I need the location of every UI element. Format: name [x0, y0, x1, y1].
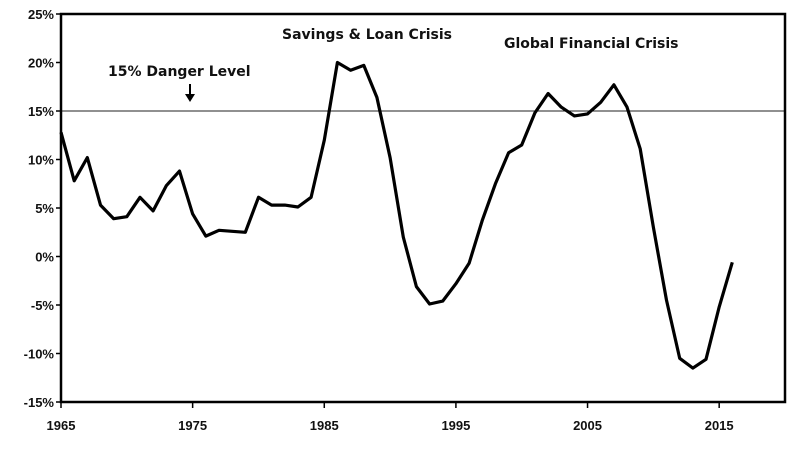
y-tick-label: 5%	[35, 201, 54, 216]
y-tick-label: 25%	[28, 7, 54, 22]
annotation-global-financial-crisis: Global Financial Crisis	[504, 36, 678, 52]
arrow-down-icon	[185, 84, 195, 102]
x-tick-label: 1975	[178, 418, 207, 433]
x-tick-label: 2005	[573, 418, 602, 433]
x-tick-label: 1965	[47, 418, 76, 433]
annotation-danger-level: 15% Danger Level	[108, 64, 251, 80]
x-axis: 1965 1975 1985 1995 2005 2015	[47, 402, 734, 433]
y-tick-label: 15%	[28, 104, 54, 119]
series-line	[59, 60, 734, 370]
y-tick-label: -5%	[31, 298, 55, 313]
x-tick-label: 1985	[310, 418, 339, 433]
x-tick-label: 1995	[441, 418, 470, 433]
y-axis: 25% 20% 15% 10% 5% 0% -5% -10% -15%	[24, 7, 61, 410]
plot-frame	[59, 12, 787, 404]
x-tick-label: 2015	[705, 418, 734, 433]
y-tick-label: -15%	[24, 395, 55, 410]
y-tick-label: 10%	[28, 153, 54, 168]
y-tick-label: 0%	[35, 250, 54, 265]
data-points	[61, 62, 733, 368]
y-tick-label: -10%	[24, 347, 55, 362]
y-tick-label: 20%	[28, 56, 54, 71]
annotation-savings-loan-crisis: Savings & Loan Crisis	[282, 27, 452, 43]
